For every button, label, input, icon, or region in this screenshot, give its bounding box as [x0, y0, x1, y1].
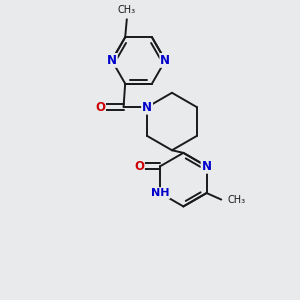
Text: O: O	[95, 100, 105, 114]
Text: N: N	[160, 54, 170, 67]
Text: CH₃: CH₃	[118, 5, 136, 15]
Text: O: O	[134, 160, 144, 173]
Text: N: N	[142, 100, 152, 114]
Text: N: N	[107, 54, 117, 67]
Text: NH: NH	[151, 188, 170, 198]
Text: N: N	[202, 160, 212, 173]
Text: CH₃: CH₃	[227, 195, 245, 205]
